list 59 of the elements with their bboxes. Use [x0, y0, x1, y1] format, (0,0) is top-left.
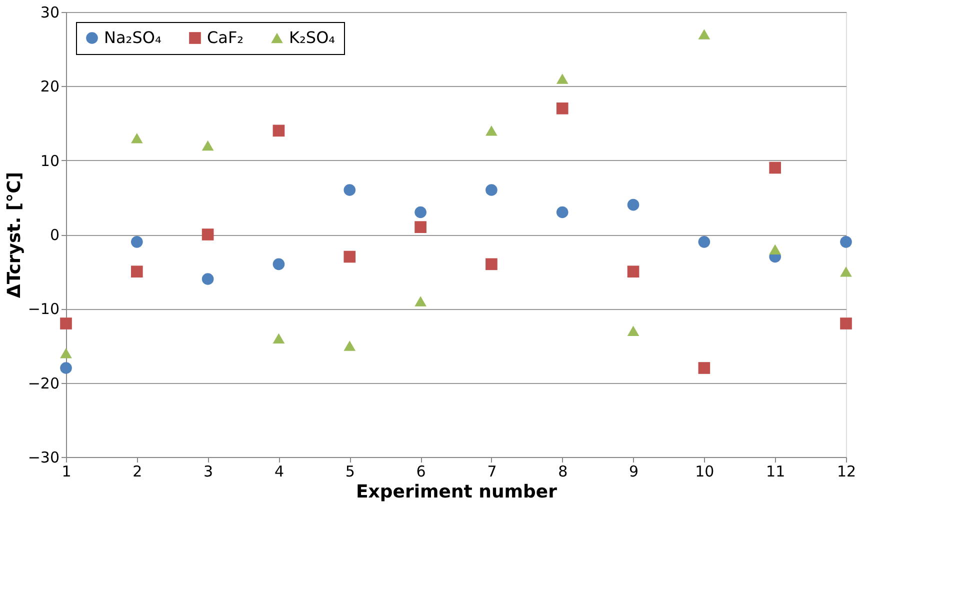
x-axis-title: Experiment number [356, 482, 558, 502]
point [840, 236, 852, 248]
point [627, 266, 640, 278]
legend-label: Na₂SO₄ [104, 28, 162, 47]
point [344, 340, 356, 351]
point [556, 74, 568, 84]
point [60, 318, 72, 330]
point [344, 250, 356, 263]
point [698, 236, 710, 248]
point [202, 140, 214, 151]
point [486, 126, 498, 136]
point [769, 162, 782, 174]
point [698, 29, 710, 40]
x-tick-label: 3 [204, 462, 214, 480]
y-tick-label: 30 [40, 4, 60, 22]
point [556, 206, 568, 218]
x-tick-label: 1 [62, 462, 72, 480]
x-tick-label: 7 [487, 462, 497, 480]
point [769, 244, 782, 254]
point [202, 273, 214, 285]
point [486, 184, 498, 196]
point [60, 362, 72, 374]
y-tick-label: −10 [28, 300, 60, 318]
x-tick-label: 5 [345, 462, 355, 480]
x-tick-label: 6 [416, 462, 426, 480]
point [130, 132, 143, 144]
point [698, 362, 710, 374]
point [627, 198, 640, 211]
point [130, 266, 143, 278]
x-tick-label: 2 [132, 462, 142, 480]
y-tick-label: −20 [28, 374, 60, 392]
x-tick-label: 4 [274, 462, 284, 480]
y-tick-label: 10 [40, 152, 60, 170]
x-tick-label: 12 [836, 462, 856, 480]
point [840, 318, 852, 330]
x-tick-label: 8 [558, 462, 568, 480]
point [414, 296, 426, 306]
y-tick-label: −30 [28, 448, 60, 466]
x-tick-label: 9 [629, 462, 639, 480]
point [130, 236, 143, 248]
point [414, 206, 426, 218]
y-tick-label: 0 [50, 226, 60, 244]
x-tick-label: 11 [766, 462, 786, 480]
legend-label: CaF₂ [207, 28, 244, 47]
point [556, 102, 568, 114]
point [414, 221, 426, 233]
point [272, 124, 285, 137]
point [202, 228, 214, 240]
point [486, 258, 498, 270]
point [60, 348, 72, 358]
legend-label: K₂SO₄ [289, 28, 336, 47]
point [344, 184, 356, 196]
point [272, 333, 285, 344]
x-tick-label: 10 [695, 462, 714, 480]
y-tick-label: 20 [40, 78, 60, 96]
point [627, 326, 640, 336]
point [272, 258, 285, 270]
point [840, 266, 852, 277]
y-axis-title: ΔTcryst. [°C] [4, 172, 25, 298]
